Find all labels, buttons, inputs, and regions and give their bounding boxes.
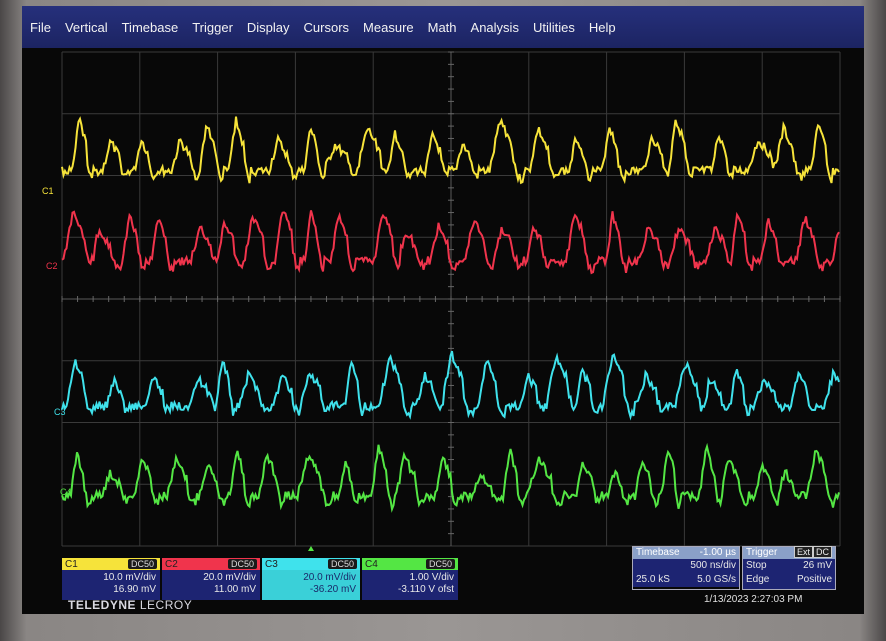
timebase-delay: -1.00 µs <box>699 547 736 558</box>
trace-c1 <box>61 116 840 185</box>
trigger-slope: Positive <box>796 574 832 585</box>
channel-scale: 20.0 mV/div <box>303 572 356 583</box>
coupling-badge: DC50 <box>327 559 357 569</box>
menu-analysis[interactable]: Analysis <box>470 19 519 35</box>
channel-name: C2 <box>165 558 178 570</box>
trace-c4 <box>61 442 840 513</box>
waveform-display[interactable]: C1 C2 C3 C4 <box>22 6 864 614</box>
channel-c3-descriptor[interactable]: C3 DC50 20.0 mV/div -36.20 mV <box>262 558 360 600</box>
oscilloscope-screen: File Vertical Timebase Trigger Display C… <box>22 6 864 614</box>
menu-utilities[interactable]: Utilities <box>532 19 575 35</box>
trace-label-c3[interactable]: C3 <box>54 407 66 417</box>
channel-c4-descriptor[interactable]: C4 DC50 1.00 V/div -3.110 V ofst <box>362 558 458 600</box>
channel-name: C4 <box>365 558 378 570</box>
coupling-badge: DC50 <box>425 559 455 569</box>
trace-c2 <box>61 210 840 275</box>
channel-c2-descriptor[interactable]: C2 DC50 20.0 mV/div 11.00 mV <box>162 558 260 600</box>
trigger-type: Edge <box>746 574 770 585</box>
channel-name: C3 <box>265 558 278 570</box>
timebase-label: Timebase <box>636 547 680 558</box>
menu-measure[interactable]: Measure <box>363 19 414 35</box>
menu-file[interactable]: File <box>30 19 51 35</box>
channel-scale: 1.00 V/div <box>409 572 454 583</box>
channel-offset: 16.90 mV <box>113 584 156 595</box>
trace-label-c2[interactable]: C2 <box>46 261 58 271</box>
channel-c1-descriptor[interactable]: C1 DC50 10.0 mV/div 16.90 mV <box>62 558 160 600</box>
channel-offset: -36.20 mV <box>309 584 356 595</box>
menu-display[interactable]: Display <box>246 19 290 35</box>
menu-help[interactable]: Help <box>588 19 616 35</box>
trigger-coupling-badge: DC <box>813 546 832 558</box>
coupling-badge: DC50 <box>227 559 257 569</box>
menu-timebase[interactable]: Timebase <box>121 19 179 35</box>
trigger-descriptor[interactable]: Trigger Ext DC Stop 26 mV Edge Positive <box>742 546 836 590</box>
trigger-level: 26 mV <box>803 560 832 571</box>
channel-scale: 20.0 mV/div <box>203 572 256 583</box>
menu-vertical[interactable]: Vertical <box>64 19 108 35</box>
menu-trigger[interactable]: Trigger <box>192 19 233 35</box>
trigger-position-marker <box>308 546 314 551</box>
timebase-samples: 25.0 kS <box>636 574 670 585</box>
trigger-source-badge: Ext <box>793 546 813 558</box>
trigger-mode: Stop <box>746 560 767 571</box>
coupling-badge: DC50 <box>127 559 157 569</box>
channel-name: C1 <box>65 558 78 570</box>
trace-c3 <box>61 350 840 421</box>
menu-bar: File Vertical Timebase Trigger Display C… <box>22 6 864 48</box>
timebase-div: 500 ns/div <box>690 560 736 571</box>
trigger-label: Trigger <box>746 547 778 558</box>
channel-offset: -3.110 V ofst <box>398 584 454 595</box>
trace-label-c1[interactable]: C1 <box>42 186 54 196</box>
menu-cursors[interactable]: Cursors <box>303 19 350 35</box>
timebase-rate: 5.0 GS/s <box>697 574 736 585</box>
trace-label-c4[interactable]: C4 <box>60 487 72 497</box>
brand-logo: TELEDYNE LECROY <box>68 598 193 612</box>
datetime-readout: 1/13/2023 2:27:03 PM <box>704 594 803 605</box>
channel-scale: 10.0 mV/div <box>103 572 156 583</box>
menu-math[interactable]: Math <box>427 19 457 35</box>
timebase-descriptor[interactable]: Timebase -1.00 µs 500 ns/div 25.0 kS 5.0 G… <box>632 546 740 590</box>
channel-offset: 11.00 mV <box>213 584 256 595</box>
